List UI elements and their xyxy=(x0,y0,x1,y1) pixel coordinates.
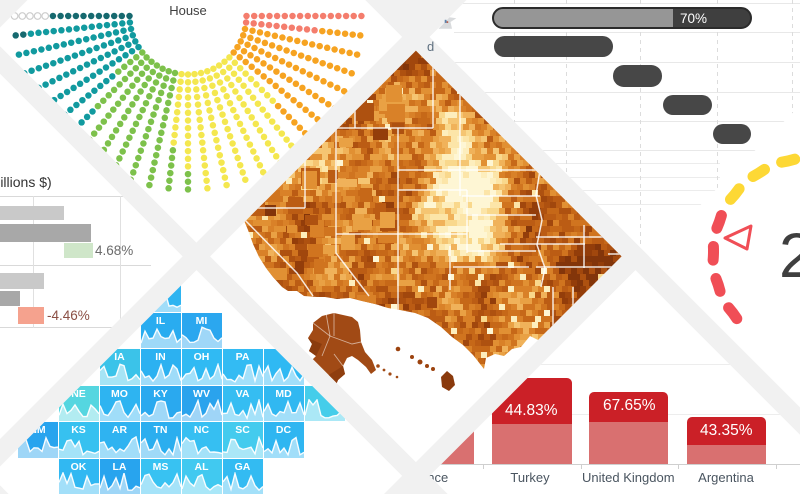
svg-text:25: 25 xyxy=(779,221,800,291)
